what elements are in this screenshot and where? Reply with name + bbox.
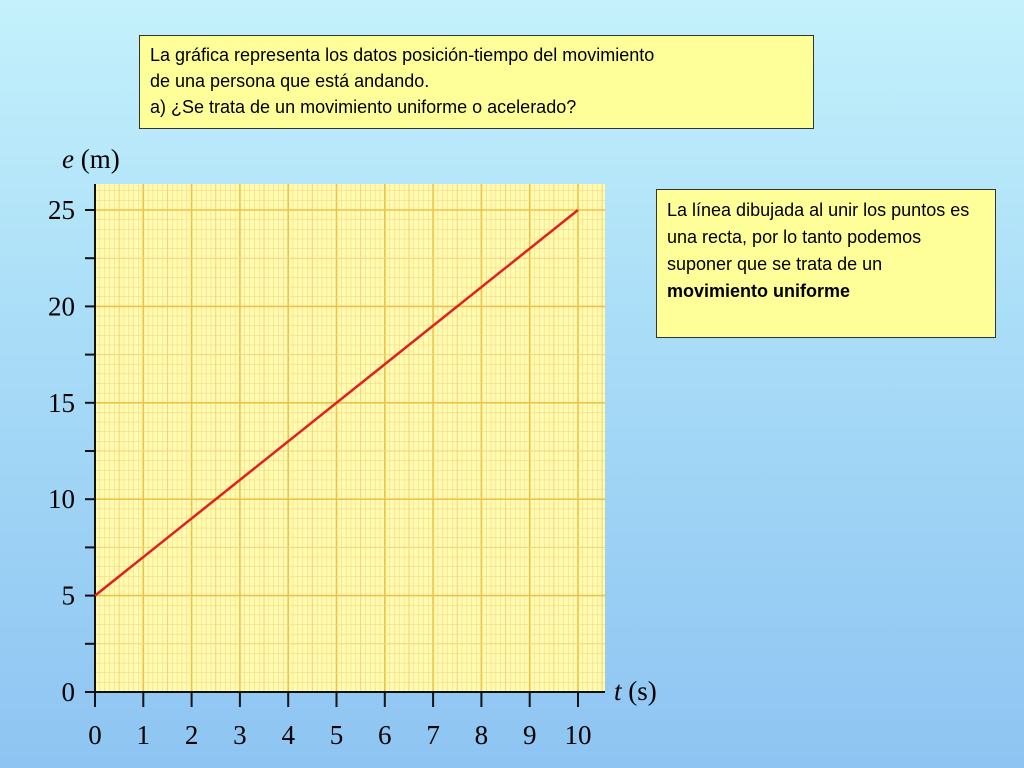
x-tick-label: 4 <box>281 720 295 750</box>
y-axis-label-var: e <box>62 144 74 174</box>
x-tick-label: 0 <box>88 720 102 750</box>
question-line-2: de una persona que está andando. <box>150 71 430 91</box>
x-tick-label: 7 <box>426 720 440 750</box>
x-tick-label: 9 <box>523 720 537 750</box>
x-tick-label: 6 <box>378 720 392 750</box>
y-tick-label: 25 <box>48 195 75 225</box>
question-line-3: a) ¿Se trata de un movimiento uniforme o… <box>150 97 577 117</box>
x-axis-label-var: t <box>614 676 623 706</box>
y-axis-label-unit: (m) <box>74 144 120 174</box>
answer-bold: movimiento uniforme <box>667 281 851 301</box>
answer-text: La línea dibujada al unir los puntos es … <box>667 200 970 274</box>
grid-background <box>95 184 605 692</box>
x-tick-label: 5 <box>330 720 344 750</box>
question-box: La gráfica representa los datos posición… <box>139 35 814 129</box>
question-line-1: La gráfica representa los datos posición… <box>150 45 655 65</box>
y-tick-label: 0 <box>62 677 76 707</box>
y-axis-label: e (m) <box>62 144 120 174</box>
y-tick-label: 10 <box>48 484 75 514</box>
x-tick-label: 10 <box>565 720 592 750</box>
y-tick-label: 15 <box>48 388 75 418</box>
y-tick-label: 5 <box>62 581 76 611</box>
answer-box: La línea dibujada al unir los puntos es … <box>656 189 996 338</box>
position-time-line <box>94 209 579 597</box>
x-tick-label: 8 <box>475 720 489 750</box>
y-tick-label: 20 <box>48 291 75 321</box>
x-tick-label: 1 <box>137 720 151 750</box>
x-tick-label: 2 <box>185 720 199 750</box>
x-axis-label-unit: (s) <box>622 676 657 706</box>
x-axis-label: t (s) <box>614 676 657 706</box>
x-tick-label: 3 <box>233 720 247 750</box>
